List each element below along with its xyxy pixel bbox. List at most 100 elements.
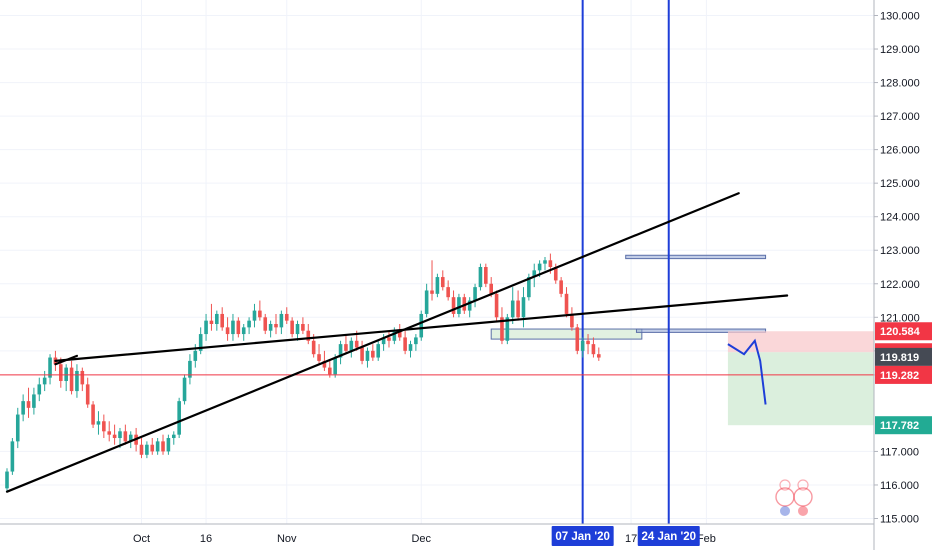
candle-body — [284, 313, 289, 321]
candle-body — [317, 354, 321, 361]
date-marker-lines — [581, 0, 670, 524]
candle-body — [333, 357, 337, 375]
candle-body — [252, 310, 257, 321]
candle-body — [553, 267, 558, 281]
trendline — [54, 354, 79, 366]
candle-body — [419, 313, 424, 338]
candle-body — [360, 347, 364, 361]
x-tick-label: 17 — [625, 533, 637, 545]
price-axis: 115.000116.000117.000119.282120.000121.0… — [874, 11, 920, 526]
candle-body — [69, 367, 74, 392]
candle-body — [397, 330, 402, 338]
zones-layer — [490, 254, 874, 426]
candle-body — [21, 401, 25, 415]
candle-body — [521, 297, 526, 318]
candle-body — [10, 441, 15, 472]
candle-body — [48, 357, 52, 378]
candles-layer — [5, 253, 601, 492]
zone-rect — [635, 328, 767, 333]
axes-layer — [0, 0, 875, 550]
candle-body — [112, 434, 117, 439]
candle-body — [150, 444, 155, 452]
candle-body — [591, 344, 596, 355]
y-tick-label: 121.000 — [880, 312, 920, 324]
y-tick-label: 128.000 — [880, 78, 920, 90]
candle-body — [215, 313, 219, 325]
y-tick-label: 122.000 — [880, 279, 920, 291]
price-label-text: 117.782 — [880, 420, 919, 432]
price-label-text: 120.584 — [880, 326, 921, 338]
candle-body — [392, 330, 397, 341]
date-marker-label: 24 Jan '20 — [641, 531, 696, 543]
candle-body — [548, 260, 553, 267]
y-tick-label: 127.000 — [880, 111, 920, 123]
y-tick-label: 130.000 — [880, 11, 920, 23]
candle-body — [290, 320, 294, 335]
candle-body — [258, 310, 262, 318]
x-tick-label: 16 — [200, 533, 212, 545]
candle-body — [478, 267, 483, 288]
projection-path — [727, 338, 767, 405]
x-tick-label: Dec — [411, 533, 431, 545]
candle-body — [462, 297, 467, 311]
candle-body — [387, 337, 391, 341]
candle-body — [564, 293, 569, 314]
candle-body — [220, 313, 224, 328]
candle-body — [371, 350, 375, 358]
date-marker-labels: 07 Jan '20 24 Jan '20 — [551, 526, 700, 546]
candle-body — [107, 431, 112, 435]
date-marker-box — [551, 526, 614, 546]
candle-body — [570, 313, 574, 328]
candle-body — [198, 334, 203, 351]
candle-body — [328, 367, 332, 375]
candle-body — [311, 340, 316, 355]
candle-body — [274, 324, 278, 328]
candle-body — [473, 287, 477, 301]
price-label-text: 119.282 — [880, 370, 919, 382]
trendline — [5, 192, 740, 493]
y-tick-label: 125.000 — [880, 178, 920, 190]
candle-body — [80, 370, 85, 385]
zone-rect — [727, 352, 874, 426]
candle-body — [59, 364, 63, 382]
time-axis: Oct 16 Nov Dec 17 Feb — [133, 533, 716, 545]
candle-body — [408, 344, 413, 351]
candle-body — [376, 344, 381, 358]
candle-body — [494, 293, 499, 318]
candle-body — [263, 317, 268, 331]
date-marker-label: 07 Jan '20 — [555, 531, 610, 543]
candle-body — [543, 260, 547, 264]
candle-body — [91, 404, 95, 425]
y-tick-label: 129.000 — [880, 44, 920, 56]
candle-body — [354, 340, 359, 348]
y-tick-label: 126.000 — [880, 145, 920, 157]
candle-body — [532, 270, 537, 278]
candle-body — [75, 370, 79, 392]
candle-body — [484, 267, 488, 284]
candle-body — [446, 287, 450, 298]
watermark-logo-icon — [775, 479, 813, 516]
candle-body — [118, 431, 122, 439]
x-tick-label: Nov — [277, 533, 297, 545]
candle-body — [344, 344, 348, 351]
candle-body — [155, 441, 160, 452]
candle-body — [365, 350, 370, 361]
candle-body — [177, 401, 181, 435]
candle-body — [204, 320, 208, 335]
candle-body — [424, 290, 429, 314]
candle-body — [440, 277, 445, 288]
candle-body — [537, 263, 542, 271]
candle-body — [295, 324, 300, 335]
y-tick-label: 115.000 — [880, 514, 919, 526]
candle-body — [510, 300, 515, 318]
candle-body — [381, 337, 386, 345]
candle-body — [338, 344, 343, 358]
candle-body — [430, 290, 434, 294]
candle-body — [559, 280, 563, 294]
price-label-box — [875, 322, 932, 341]
candle-body — [123, 431, 128, 442]
candle-body — [467, 300, 472, 311]
